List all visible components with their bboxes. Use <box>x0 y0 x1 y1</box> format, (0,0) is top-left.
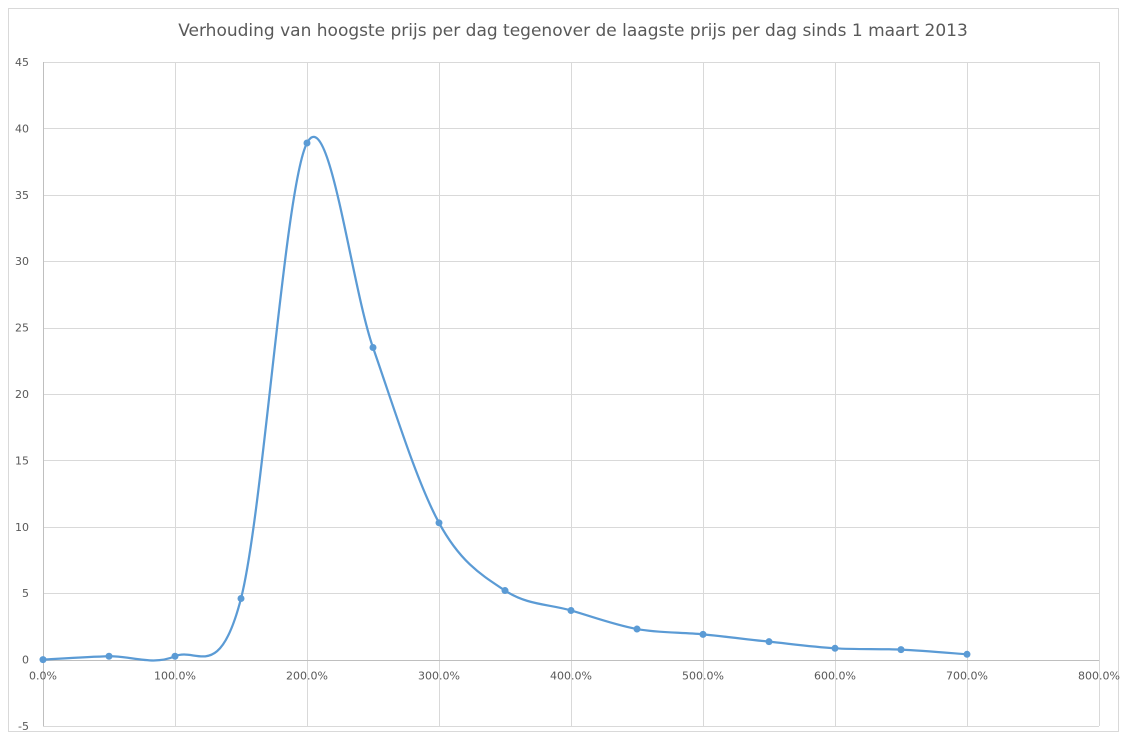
axes <box>43 62 1099 726</box>
y-tick-label: 45 <box>15 56 29 69</box>
tick-labels: -5 0 5 10 15 20 25 30 35 40 45 0.0% 100.0% 200.0% 300.… <box>15 56 1120 733</box>
y-tick-label: 5 <box>22 587 29 600</box>
y-tick-label: -5 <box>18 720 29 733</box>
x-tick-label: 0.0% <box>29 670 57 683</box>
y-tick-label: 30 <box>15 255 29 268</box>
data-point <box>831 644 839 652</box>
y-tick-label: 20 <box>15 388 29 401</box>
x-tick-label: 200.0% <box>286 670 328 683</box>
series-line <box>41 135 969 662</box>
y-tick-label: 10 <box>15 521 29 534</box>
data-point <box>171 652 179 660</box>
y-tick-label: 35 <box>15 189 29 202</box>
y-tick-label: 0 <box>22 654 29 667</box>
data-point <box>765 638 773 646</box>
series <box>39 135 971 664</box>
data-point <box>237 595 245 603</box>
x-tick-label: 100.0% <box>154 670 196 683</box>
chart-title: Verhouding van hoogste prijs per dag teg… <box>178 21 968 41</box>
data-point <box>39 656 47 664</box>
y-tick-label: 25 <box>15 322 29 335</box>
data-point <box>699 630 707 638</box>
x-tick-label: 700.0% <box>946 670 988 683</box>
data-point <box>369 344 377 352</box>
data-point <box>435 519 443 527</box>
x-tick-label: 400.0% <box>550 670 592 683</box>
data-point <box>897 646 905 654</box>
data-point <box>105 652 113 660</box>
data-point <box>567 606 575 614</box>
data-point <box>303 139 311 147</box>
x-tick-label: 800.0% <box>1078 670 1120 683</box>
x-tick-label: 300.0% <box>418 670 460 683</box>
data-point <box>501 587 509 595</box>
y-tick-label: 40 <box>15 122 29 135</box>
data-point <box>633 625 641 633</box>
gridlines <box>43 62 1100 727</box>
y-tick-label: 15 <box>15 454 29 467</box>
data-point <box>963 650 971 658</box>
x-tick-label: 600.0% <box>814 670 856 683</box>
x-tick-label: 500.0% <box>682 670 724 683</box>
